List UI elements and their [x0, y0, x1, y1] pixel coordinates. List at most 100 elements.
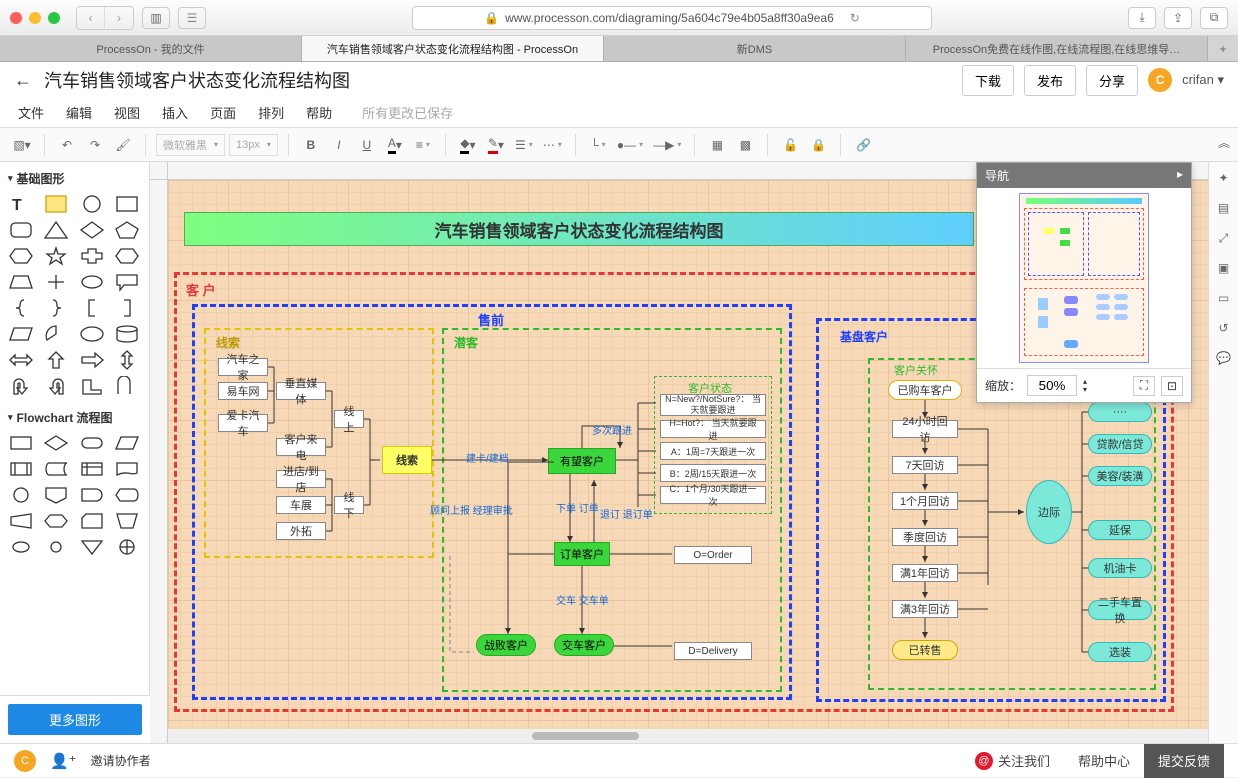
shape-brace-l[interactable] — [6, 297, 36, 319]
redo-icon[interactable]: ↷ — [83, 133, 107, 157]
node-delivery[interactable]: 交车客户 — [554, 634, 614, 656]
line-color-icon[interactable]: ✎▾ — [484, 133, 508, 157]
font-color-icon[interactable]: A▾ — [383, 133, 407, 157]
footer-feedback[interactable]: 提交反馈 — [1144, 744, 1224, 778]
fc-ellipse-sm[interactable] — [6, 536, 36, 558]
undo-icon[interactable]: ↶ — [55, 133, 79, 157]
shape-corner[interactable] — [77, 375, 107, 397]
downloads-icon[interactable]: ⤓ — [1128, 7, 1156, 29]
status-c[interactable]: C：1个月/30天跟进一次 — [660, 486, 766, 504]
fc-manual[interactable] — [6, 510, 36, 532]
shape-pentagon[interactable] — [112, 219, 142, 241]
history-icon[interactable]: ↺ — [1214, 318, 1234, 338]
tab-3[interactable]: ProcessOn免费在线作图,在线流程图,在线思维导… — [906, 36, 1208, 61]
diagram-title-banner[interactable]: 汽车销售领域客户状态变化流程结构图 — [184, 212, 974, 246]
menu-page[interactable]: 页面 — [210, 103, 236, 122]
footer-help[interactable]: 帮助中心 — [1064, 744, 1144, 778]
status-a[interactable]: A：1周=7天跟进一次 — [660, 442, 766, 460]
shape-ellipse2[interactable] — [77, 323, 107, 345]
reload-icon[interactable]: ↻ — [850, 11, 860, 25]
footer-follow[interactable]: @ 关注我们 — [961, 744, 1064, 778]
fc-prep[interactable] — [41, 510, 71, 532]
fc-display[interactable] — [112, 484, 142, 506]
arrow-start-icon[interactable]: ●— — [614, 133, 646, 157]
invite-collab-icon[interactable]: 👤⁺ — [50, 752, 77, 770]
status-n[interactable]: N=New?/NotSure?： 当天就要跟进 — [660, 394, 766, 416]
care-6[interactable]: 选装 — [1088, 642, 1152, 662]
close-window[interactable] — [10, 12, 22, 24]
shape-arrow-r[interactable] — [77, 349, 107, 371]
font-size-select[interactable]: 13px — [229, 134, 278, 156]
avatar[interactable]: C — [1148, 68, 1172, 92]
fill-color-icon[interactable]: ◆▾ — [456, 133, 480, 157]
line-width-icon[interactable]: ☰ — [512, 133, 536, 157]
panel-basic-header[interactable]: 基础图形 — [6, 166, 143, 191]
more-shapes-button[interactable]: 更多图形 — [8, 704, 142, 735]
format-painter-icon[interactable]: 🖌 — [111, 133, 135, 157]
publish-button[interactable]: 发布 — [1024, 65, 1076, 96]
shape-star[interactable] — [41, 245, 71, 267]
invite-collab-label[interactable]: 邀请协作者 — [91, 752, 151, 769]
tab-2[interactable]: 新DMS — [604, 36, 906, 61]
src-yiche[interactable]: 易车网 — [218, 382, 268, 400]
shape-bracket-l[interactable] — [77, 297, 107, 319]
fc-card[interactable] — [77, 510, 107, 532]
shape-cloud[interactable] — [77, 271, 107, 293]
tab-0[interactable]: ProcessOn - 我的文件 — [0, 36, 302, 61]
shape-arrow-ud[interactable] — [112, 349, 142, 371]
shape-callout[interactable] — [112, 271, 142, 293]
shape-arrow-lr[interactable] — [6, 349, 36, 371]
care-1[interactable]: 贷款/信贷 — [1088, 434, 1152, 454]
fc-document[interactable] — [112, 458, 142, 480]
shape-cross[interactable] — [77, 245, 107, 267]
status-d[interactable]: D=Delivery — [674, 642, 752, 660]
shape-cylinder[interactable] — [112, 323, 142, 345]
status-h[interactable]: H=Hot?： 当天就要跟进 — [660, 420, 766, 438]
fc-decision[interactable] — [41, 432, 71, 454]
shape-hexagon[interactable] — [6, 245, 36, 267]
src-expo[interactable]: 车展 — [276, 496, 326, 514]
panel-flowchart-header[interactable]: Flowchart 流程图 — [6, 405, 143, 430]
shape-trap[interactable] — [6, 271, 36, 293]
node-order[interactable]: 订单客户 — [554, 542, 610, 566]
fc-connector[interactable] — [6, 484, 36, 506]
safari-sidebar-toggle[interactable]: ▥ — [142, 7, 170, 29]
shape-sector[interactable] — [41, 323, 71, 345]
src-vmedia[interactable]: 垂直媒体 — [276, 382, 326, 400]
shape-rect[interactable] — [112, 193, 142, 215]
node-resold[interactable]: 已转售 — [892, 640, 958, 660]
fc-delay[interactable] — [77, 484, 107, 506]
shape-note[interactable] — [41, 193, 71, 215]
fc-predefined[interactable] — [6, 458, 36, 480]
fc-or[interactable] — [112, 536, 142, 558]
navigator-toggle-icon[interactable]: ✦ — [1214, 168, 1234, 188]
src-callin[interactable]: 客户来电 — [276, 438, 326, 456]
src-online[interactable]: 线上 — [334, 410, 364, 428]
care-3[interactable]: 延保 — [1088, 520, 1152, 540]
node-1m[interactable]: 1个月回访 — [892, 492, 958, 510]
shape-brace-r[interactable] — [41, 297, 71, 319]
font-family-select[interactable]: 微软雅黑 — [156, 134, 225, 156]
address-bar[interactable]: 🔒 www.processon.com/diagraming/5a604c79e… — [412, 6, 932, 30]
shape-parallelogram[interactable] — [6, 323, 36, 345]
shape-arrow-up[interactable] — [41, 349, 71, 371]
node-boundary[interactable]: 边际 — [1026, 480, 1072, 544]
fc-loop[interactable] — [112, 510, 142, 532]
shape-circle[interactable] — [77, 193, 107, 215]
zoom-stepper[interactable]: ▴▾ — [1083, 378, 1087, 392]
fit-screen-icon[interactable]: ⛶ — [1133, 376, 1155, 396]
underline-icon[interactable]: U — [355, 133, 379, 157]
src-aika[interactable]: 爱卡汽车 — [218, 414, 268, 432]
shape-diamond[interactable] — [77, 219, 107, 241]
fc-offpage[interactable] — [41, 484, 71, 506]
footer-avatar[interactable]: C — [14, 750, 36, 772]
share-icon[interactable]: ⇪ — [1164, 7, 1192, 29]
node-purchased[interactable]: 已购车客户 — [888, 380, 962, 400]
menu-arrange[interactable]: 排列 — [258, 103, 284, 122]
node-fail[interactable]: 战败客户 — [476, 634, 536, 656]
tab-1[interactable]: 汽车销售领域客户状态变化流程结构图 - ProcessOn — [302, 36, 604, 61]
back-arrow[interactable]: ← — [14, 70, 32, 91]
care-4[interactable]: 机油卡 — [1088, 558, 1152, 578]
src-visit[interactable]: 进店/到店 — [276, 470, 326, 488]
shape-uturn[interactable] — [6, 375, 36, 397]
